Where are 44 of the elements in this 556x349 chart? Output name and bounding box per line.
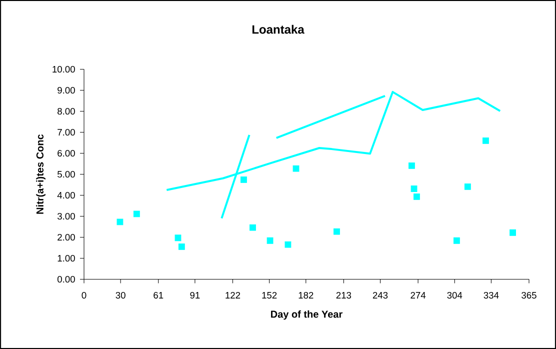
x-tick-label: 243 <box>372 292 388 299</box>
point <box>240 176 247 183</box>
point <box>408 162 415 169</box>
x-tick-label: 365 <box>522 292 536 299</box>
x-tick-label: 0 <box>82 292 86 299</box>
point <box>410 186 418 192</box>
y-tick-label: 1.00 <box>58 254 75 262</box>
x-tick-label: 182 <box>298 292 314 299</box>
y-tick-label: 9.00 <box>58 86 75 94</box>
x-tick-label: 334 <box>484 292 499 299</box>
x-tick-label: 61 <box>154 292 164 299</box>
x-tick-label: 30 <box>116 292 126 299</box>
x-tick-label: 304 <box>447 292 462 299</box>
point <box>334 228 340 235</box>
y-tick-label: 3.00 <box>57 212 75 220</box>
y-tick-label: 8.00 <box>58 108 75 115</box>
x-tick-label: 152 <box>262 292 277 299</box>
point <box>250 224 256 231</box>
y-tick-label: 0.00 <box>57 276 75 283</box>
x-tick-label: 213 <box>336 292 352 299</box>
y-tick-label: 2.00 <box>58 234 75 241</box>
point <box>133 210 140 218</box>
point <box>454 237 460 244</box>
point <box>414 194 420 200</box>
x-tick-label: 91 <box>190 292 200 299</box>
point <box>292 165 300 172</box>
y-tick-label: 7.00 <box>58 128 75 136</box>
point <box>266 237 274 244</box>
y-tick-label: 6.00 <box>58 150 75 157</box>
point <box>464 183 471 190</box>
y-axis-title: Nitr(a+i)tes Conc <box>36 134 46 214</box>
point <box>178 244 185 250</box>
point <box>482 137 489 144</box>
y-tick-label: 10.00 <box>52 66 75 73</box>
x-tick-label: 122 <box>226 292 240 298</box>
point <box>174 234 182 242</box>
x-axis-title: Day of the Year <box>271 310 342 320</box>
y-tick-label: 4.00 <box>57 192 75 199</box>
point <box>510 229 516 236</box>
y-tick-label: 5.00 <box>58 170 75 178</box>
point <box>284 241 292 248</box>
x-tick-label: 274 <box>410 292 426 298</box>
chart-title: Loantaka <box>252 24 304 34</box>
point <box>116 218 124 226</box>
